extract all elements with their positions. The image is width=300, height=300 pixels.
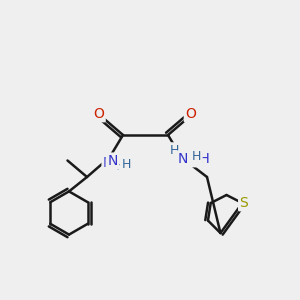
Text: NH: NH	[190, 152, 211, 166]
Text: S: S	[239, 196, 248, 210]
Text: H: H	[169, 143, 179, 157]
Text: H: H	[192, 149, 201, 163]
Text: O: O	[185, 107, 196, 121]
Text: O: O	[94, 107, 104, 121]
Text: N: N	[103, 156, 113, 170]
Text: N: N	[178, 152, 188, 166]
Text: H: H	[116, 160, 126, 173]
Text: H: H	[121, 158, 131, 171]
Text: N: N	[107, 154, 118, 168]
